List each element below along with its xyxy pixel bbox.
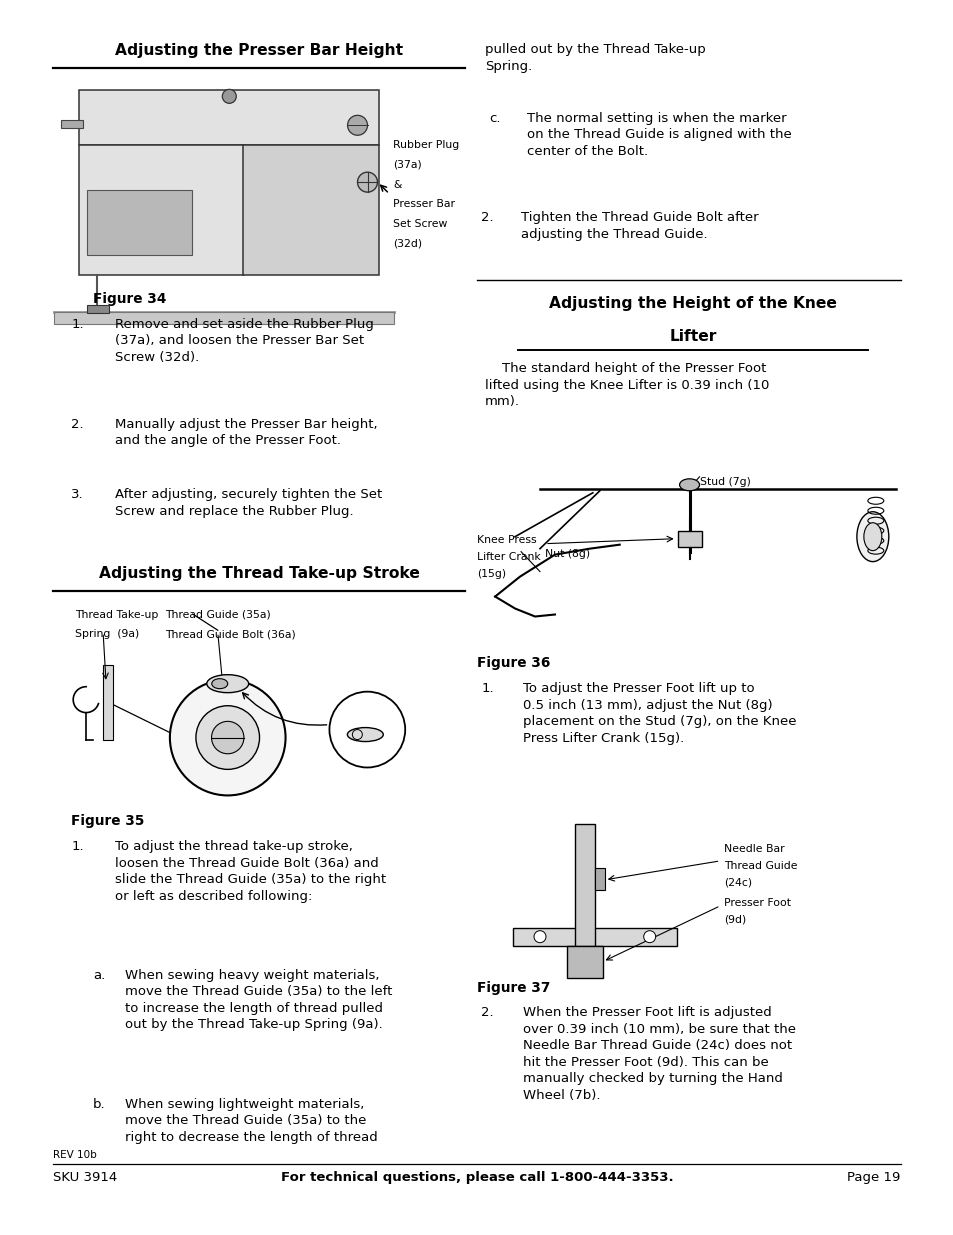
Text: (32d): (32d) [393,238,422,249]
Text: (37a): (37a) [393,161,422,170]
Text: Page 19: Page 19 [846,1171,900,1184]
Text: Nut (8g): Nut (8g) [544,548,590,558]
Text: Figure 37: Figure 37 [476,981,550,994]
Text: Normal: Normal [353,710,387,720]
Text: To adjust the thread take-up stroke,
loosen the Thread Guide Bolt (36a) and
slid: To adjust the thread take-up stroke, loo… [115,840,386,903]
Ellipse shape [863,522,881,551]
Bar [54,312,394,324]
Ellipse shape [347,727,383,741]
Text: Manually adjust the Presser Bar height,
and the angle of the Presser Foot.: Manually adjust the Presser Bar height, … [115,417,377,447]
Text: Thread Guide Bolt (36a): Thread Guide Bolt (36a) [165,629,295,640]
Circle shape [329,692,405,767]
Text: After adjusting, securely tighten the Set
Screw and replace the Rubber Plug.: After adjusting, securely tighten the Se… [115,488,382,517]
Text: When sewing heavy weight materials,
move the Thread Guide (35a) to the left
to i: When sewing heavy weight materials, move… [125,969,392,1031]
Bar [575,824,595,946]
Text: (9d): (9d) [723,915,746,925]
Text: 3.: 3. [71,488,84,501]
Bar [61,120,83,128]
Text: Remove and set aside the Rubber Plug
(37a), and loosen the Presser Bar Set
Screw: Remove and set aside the Rubber Plug (37… [115,317,374,363]
Text: When the Presser Foot lift is adjusted
over 0.39 inch (10 mm), be sure that the
: When the Presser Foot lift is adjusted o… [522,1007,795,1102]
Text: Adjusting the Presser Bar Height: Adjusting the Presser Bar Height [115,43,403,58]
Text: Spring  (9a): Spring (9a) [75,629,139,640]
Text: Adjusting the Thread Take-up Stroke: Adjusting the Thread Take-up Stroke [99,566,419,580]
Text: b.: b. [93,1098,106,1110]
Text: Presser Foot: Presser Foot [723,898,791,908]
Text: Figure 36: Figure 36 [476,657,550,671]
Bar [87,190,193,254]
Bar [243,146,379,275]
Text: 2.: 2. [71,417,84,431]
Text: Lifter Crank: Lifter Crank [476,552,540,562]
Text: 1.: 1. [480,682,494,695]
Circle shape [347,115,367,136]
Bar [595,868,604,889]
Text: Stud (7g): Stud (7g) [699,477,750,487]
Circle shape [212,721,244,753]
Text: 1.: 1. [71,317,84,331]
Text: &: & [393,180,401,190]
Text: Setting: Setting [353,731,387,741]
Text: REV 10b: REV 10b [53,1150,97,1160]
Text: Rubber Plug: Rubber Plug [393,141,459,151]
Text: Tighten the Thread Guide Bolt after
adjusting the Thread Guide.: Tighten the Thread Guide Bolt after adju… [520,211,758,241]
Text: Adjusting the Height of the Knee: Adjusting the Height of the Knee [548,295,836,310]
Text: a.: a. [93,969,105,982]
Bar [79,146,244,275]
Text: Thread Take-up: Thread Take-up [75,610,158,620]
Bar [87,305,109,312]
Text: (24c): (24c) [723,878,752,888]
Text: To adjust the Presser Foot lift up to
0.5 inch (13 mm), adjust the Nut (8g)
plac: To adjust the Presser Foot lift up to 0.… [522,682,796,745]
Text: (15g): (15g) [476,568,506,579]
Text: 2.: 2. [480,211,494,225]
Circle shape [195,705,259,769]
Text: Lifter: Lifter [669,329,716,343]
Text: Needle Bar: Needle Bar [723,844,784,853]
Bar [512,927,677,946]
Text: Set Screw: Set Screw [393,219,447,230]
Text: 1.: 1. [71,840,84,853]
Text: The standard height of the Presser Foot
lifted using the Knee Lifter is 0.39 inc: The standard height of the Presser Foot … [485,362,769,408]
Ellipse shape [212,679,228,689]
Bar [566,946,602,978]
Text: Thread Guide: Thread Guide [723,861,797,871]
Text: For technical questions, please call 1-800-444-3353.: For technical questions, please call 1-8… [280,1171,673,1184]
Bar [677,531,700,547]
Text: SKU 3914: SKU 3914 [53,1171,117,1184]
Circle shape [222,89,236,104]
Bar [79,90,379,146]
Text: Figure 34: Figure 34 [93,291,167,306]
Ellipse shape [856,511,888,562]
Ellipse shape [679,479,699,490]
Bar [103,664,113,740]
Text: Thread Guide (35a): Thread Guide (35a) [165,610,271,620]
Text: c.: c. [489,111,500,125]
Text: Presser Bar: Presser Bar [393,200,455,210]
Text: 2.: 2. [480,1007,494,1019]
Text: Knee Press: Knee Press [476,535,537,545]
Ellipse shape [207,674,249,693]
Text: The normal setting is when the marker
on the Thread Guide is aligned with the
ce: The normal setting is when the marker on… [526,111,791,158]
Text: Figure 35: Figure 35 [71,814,145,829]
Text: pulled out by the Thread Take-up
Spring.: pulled out by the Thread Take-up Spring. [485,43,705,73]
Circle shape [170,679,285,795]
Text: When sewing lightweight materials,
move the Thread Guide (35a) to the
right to d: When sewing lightweight materials, move … [125,1098,377,1144]
Circle shape [534,931,545,942]
Circle shape [357,172,377,193]
Circle shape [643,931,655,942]
